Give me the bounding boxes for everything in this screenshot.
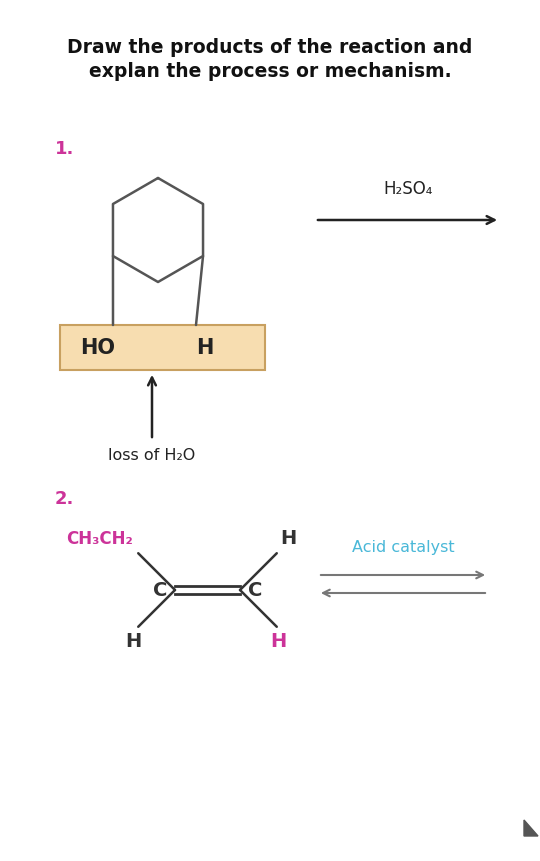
Text: Draw the products of the reaction and: Draw the products of the reaction and [68, 38, 472, 57]
Text: CH₃CH₂: CH₃CH₂ [66, 530, 133, 548]
Bar [60, 325, 265, 370]
Text: H: H [271, 632, 287, 651]
Text: explan the process or mechanism.: explan the process or mechanism. [89, 62, 451, 81]
Text: C: C [153, 580, 167, 599]
Text: H₂SO₄: H₂SO₄ [383, 180, 433, 198]
Text: H: H [197, 338, 214, 357]
Text: 1.: 1. [55, 140, 75, 158]
Text: loss of H₂O: loss of H₂O [109, 448, 195, 463]
Text: H: H [125, 632, 141, 651]
Text: HO: HO [80, 338, 115, 357]
Text: 2.: 2. [55, 490, 75, 508]
Text: H: H [280, 530, 296, 548]
Text: Acid catalyst: Acid catalyst [352, 540, 454, 555]
Polygon shape [524, 820, 538, 836]
Text: C: C [248, 580, 262, 599]
